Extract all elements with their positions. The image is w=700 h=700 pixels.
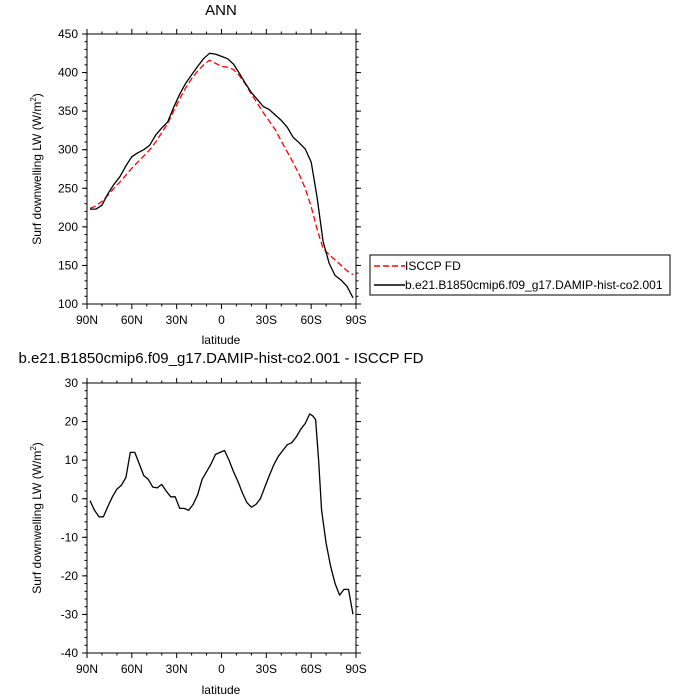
c1-y-tick-label: 150 — [58, 258, 78, 272]
c1-y-tick-label: 250 — [58, 181, 78, 195]
c2-y-tick-label: 30 — [65, 376, 79, 390]
chart-bottom-plot-area: 90N 60N 30N 0 30S 60S 90S -40 -30 -20 -10 0 10 20 30 — [61, 376, 367, 676]
chart-top-y-axis-label: Surf downwelling LW (W/m2) — [29, 93, 44, 245]
legend-label-model: b.e21.B1850cmip6.f09_g17.DAMIP-hist-co2.… — [405, 278, 663, 292]
chart-top: ANN 90N 60N 30N 0 30S 60S 90S 100 150 200 250 300 35… — [29, 2, 367, 347]
c2-y-tick-label: -20 — [61, 569, 79, 583]
legend-box — [369, 254, 671, 296]
chart-top-plot-area: 90N 60N 30N 0 30S 60S 90S 100 150 200 250 300 350 400… — [58, 27, 367, 327]
chart-bottom-y-axis-label: Surf downwelling LW (W/m2) — [29, 442, 44, 594]
c2-y-tick-label: 10 — [65, 453, 79, 467]
c1-y-tick-label: 400 — [58, 66, 78, 80]
c2-y-tick-label: 20 — [65, 415, 79, 429]
c2-series-line-0 — [89, 413, 354, 615]
c2-x-tick-label: 60S — [300, 662, 321, 676]
c2-x-tick-label: 90S — [345, 662, 366, 676]
chart-bottom-x-axis-label: latitude — [202, 683, 241, 697]
c1-x-tick-label: 90N — [76, 313, 98, 327]
chart-top-frame — [86, 33, 357, 305]
c2-x-tick-label: 90N — [76, 662, 98, 676]
c1-x-tick-label: 0 — [218, 313, 225, 327]
c2-x-tick-label: 30N — [166, 662, 188, 676]
c1-series-line-1 — [90, 52, 354, 299]
c2-x-tick-label: 0 — [218, 662, 225, 676]
c1-x-tick-label: 60S — [300, 313, 321, 327]
c1-y-tick-label: 100 — [58, 297, 78, 311]
chart-top-title: ANN — [205, 2, 237, 19]
c2-x-tick-label: 60N — [121, 662, 143, 676]
chart-bottom: b.e21.B1850cmip6.f09_g17.DAMIP-hist-co2.… — [19, 350, 424, 697]
c2-y-tick-label: -30 — [61, 607, 79, 621]
c2-y-tick-label: -40 — [61, 646, 79, 660]
chart-top-x-axis-label: latitude — [202, 333, 241, 347]
c1-x-tick-label: 30S — [256, 313, 277, 327]
chart-bottom-title: b.e21.B1850cmip6.f09_g17.DAMIP-hist-co2.… — [19, 350, 424, 367]
c1-x-tick-label: 30N — [166, 313, 188, 327]
c1-y-tick-label: 300 — [58, 143, 78, 157]
chart-top-legend: ISCCP FD b.e21.B1850cmip6.f09_g17.DAMIP-… — [369, 254, 671, 296]
legend-label-isccp: ISCCP FD — [405, 259, 461, 273]
c1-y-tick-label: 450 — [58, 27, 78, 41]
c1-y-tick-label: 200 — [58, 220, 78, 234]
c1-x-tick-label: 90S — [345, 313, 366, 327]
c1-y-tick-label: 350 — [58, 104, 78, 118]
c1-series-line-0 — [89, 59, 354, 276]
c2-x-tick-label: 30S — [256, 662, 277, 676]
c2-y-tick-label: 0 — [71, 492, 78, 506]
c1-x-tick-label: 60N — [121, 313, 143, 327]
c2-y-tick-label: -10 — [61, 530, 79, 544]
